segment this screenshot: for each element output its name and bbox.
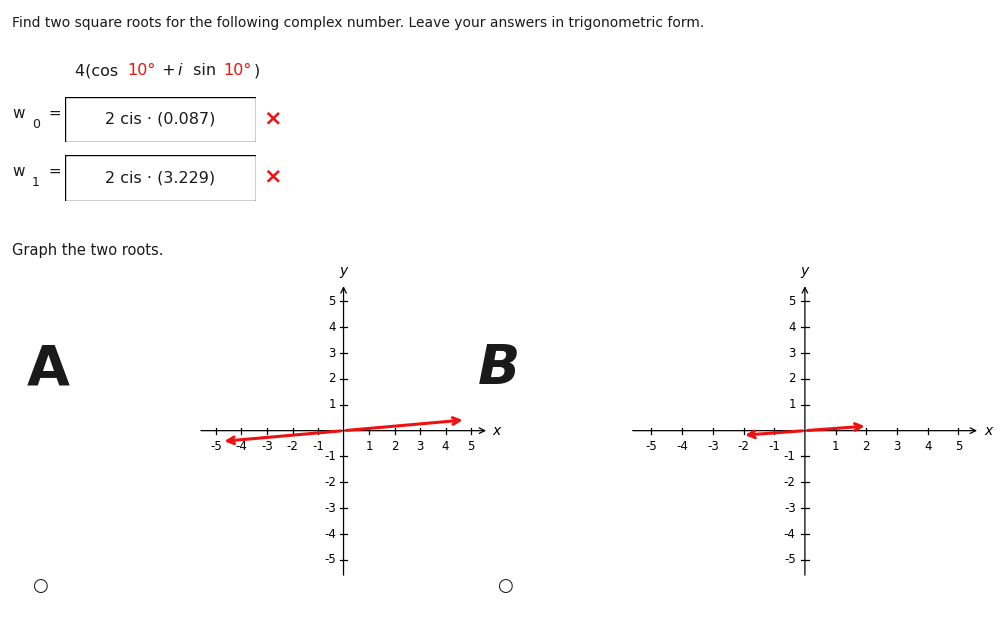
Text: y: y — [800, 264, 809, 278]
Text: -5: -5 — [784, 553, 795, 567]
Text: -2: -2 — [324, 476, 336, 489]
Text: -3: -3 — [784, 502, 795, 515]
Text: 1: 1 — [365, 440, 373, 452]
Text: w: w — [12, 164, 24, 179]
Text: 2 cis · (0.087): 2 cis · (0.087) — [105, 112, 215, 127]
Text: -2: -2 — [736, 440, 748, 452]
Text: A: A — [27, 342, 69, 396]
Text: i: i — [177, 63, 181, 78]
Text: ×: × — [263, 167, 282, 187]
Text: -2: -2 — [783, 476, 795, 489]
Text: -1: -1 — [768, 440, 780, 452]
Text: 2: 2 — [788, 372, 795, 386]
Text: 4: 4 — [441, 440, 449, 452]
Text: -4: -4 — [324, 528, 336, 541]
Text: -1: -1 — [783, 450, 795, 463]
Text: 10°: 10° — [127, 63, 155, 78]
Text: Graph the two roots.: Graph the two roots. — [12, 243, 163, 258]
Text: 1: 1 — [32, 177, 40, 189]
Text: ): ) — [254, 63, 260, 78]
Text: w: w — [12, 106, 24, 121]
Text: 3: 3 — [329, 346, 336, 360]
Text: 3: 3 — [893, 440, 900, 452]
Text: 2: 2 — [328, 372, 336, 386]
Text: x: x — [492, 423, 500, 438]
Text: 1: 1 — [328, 398, 336, 411]
Text: 5: 5 — [954, 440, 961, 452]
Text: -3: -3 — [706, 440, 718, 452]
Text: 2: 2 — [391, 440, 398, 452]
Text: -3: -3 — [261, 440, 273, 452]
Text: 4: 4 — [328, 321, 336, 334]
Text: 4: 4 — [923, 440, 931, 452]
Text: -4: -4 — [675, 440, 687, 452]
Text: -5: -5 — [324, 553, 336, 567]
Text: -3: -3 — [324, 502, 336, 515]
Text: -4: -4 — [783, 528, 795, 541]
Text: ×: × — [263, 109, 282, 129]
Text: 5: 5 — [329, 295, 336, 308]
Text: -4: -4 — [235, 440, 247, 452]
Text: 0: 0 — [32, 119, 40, 131]
Text: 10°: 10° — [223, 63, 252, 78]
Text: -2: -2 — [287, 440, 299, 452]
Text: 4: 4 — [788, 321, 795, 334]
Text: -1: -1 — [312, 440, 324, 452]
Text: 2 cis · (3.229): 2 cis · (3.229) — [105, 170, 215, 186]
Text: =: = — [44, 106, 62, 121]
Text: =: = — [44, 164, 62, 179]
Text: -1: -1 — [324, 450, 336, 463]
Text: 1: 1 — [831, 440, 839, 452]
Text: 5: 5 — [467, 440, 474, 452]
Text: 4(cos: 4(cos — [75, 63, 123, 78]
Text: x: x — [984, 423, 992, 438]
Text: B: B — [477, 342, 519, 396]
Text: -5: -5 — [645, 440, 656, 452]
Text: 2: 2 — [862, 440, 869, 452]
Text: 1: 1 — [788, 398, 795, 411]
Text: Find two square roots for the following complex number. Leave your answers in tr: Find two square roots for the following … — [12, 16, 703, 30]
Text: ○: ○ — [496, 577, 512, 594]
Text: 3: 3 — [788, 346, 795, 360]
Text: sin: sin — [187, 63, 220, 78]
Text: y: y — [339, 264, 348, 278]
Text: +: + — [157, 63, 181, 78]
Text: -5: -5 — [209, 440, 221, 452]
Text: 5: 5 — [788, 295, 795, 308]
Text: 3: 3 — [416, 440, 423, 452]
Text: ○: ○ — [32, 577, 48, 594]
